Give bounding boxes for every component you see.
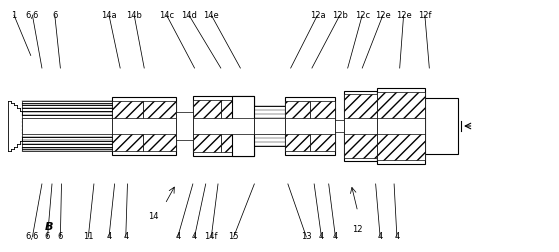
Text: 14b: 14b [126,11,142,20]
Text: 12c: 12c [354,11,370,20]
Text: 14: 14 [149,212,159,221]
Text: 6,6: 6,6 [26,232,39,241]
Text: 1: 1 [11,11,17,20]
Bar [221,100,232,152]
Text: 12b: 12b [332,11,348,20]
Bar [335,120,344,132]
Bar [344,94,377,158]
Bar [285,101,310,151]
Text: 6: 6 [52,11,58,20]
Text: 13: 13 [301,232,312,241]
Text: 4: 4 [333,232,338,241]
Bar [254,118,285,134]
Text: 4: 4 [106,232,112,241]
Text: 6: 6 [58,232,63,241]
Text: 4: 4 [123,232,129,241]
Text: 6,6: 6,6 [26,11,39,20]
Bar [112,97,176,155]
Bar [143,101,176,151]
Bar [22,118,112,134]
Text: 4: 4 [175,232,181,241]
Text: 14c: 14c [159,11,174,20]
Bar [193,96,254,156]
Text: 11: 11 [83,232,93,241]
Bar [377,118,425,134]
Bar [377,88,425,164]
Text: 14a: 14a [101,11,117,20]
Text: 14d: 14d [181,11,197,20]
Bar [377,92,425,160]
Bar [176,112,193,140]
Bar [112,101,143,151]
Bar [425,98,458,154]
Bar [285,97,335,155]
Bar [193,118,254,134]
Bar [310,101,335,151]
Text: 12f: 12f [418,11,432,20]
Bar [193,100,221,152]
Bar [254,106,285,146]
Text: 12a: 12a [310,11,325,20]
Text: 4: 4 [319,232,324,241]
Text: 4: 4 [394,232,400,241]
Text: 4: 4 [192,232,197,241]
Text: 12e: 12e [396,11,411,20]
Bar [344,91,377,161]
Bar [22,101,112,151]
Text: 15: 15 [229,232,239,241]
Bar [285,118,335,134]
Bar [344,118,377,134]
Bar [112,118,176,134]
Text: 14f: 14f [205,232,218,241]
Text: B: B [45,222,54,232]
Text: 14e: 14e [203,11,219,20]
Text: 6: 6 [45,232,50,241]
Text: 12: 12 [353,225,363,234]
Text: 12e: 12e [375,11,391,20]
Bar [232,96,254,156]
Text: 4: 4 [377,232,383,241]
